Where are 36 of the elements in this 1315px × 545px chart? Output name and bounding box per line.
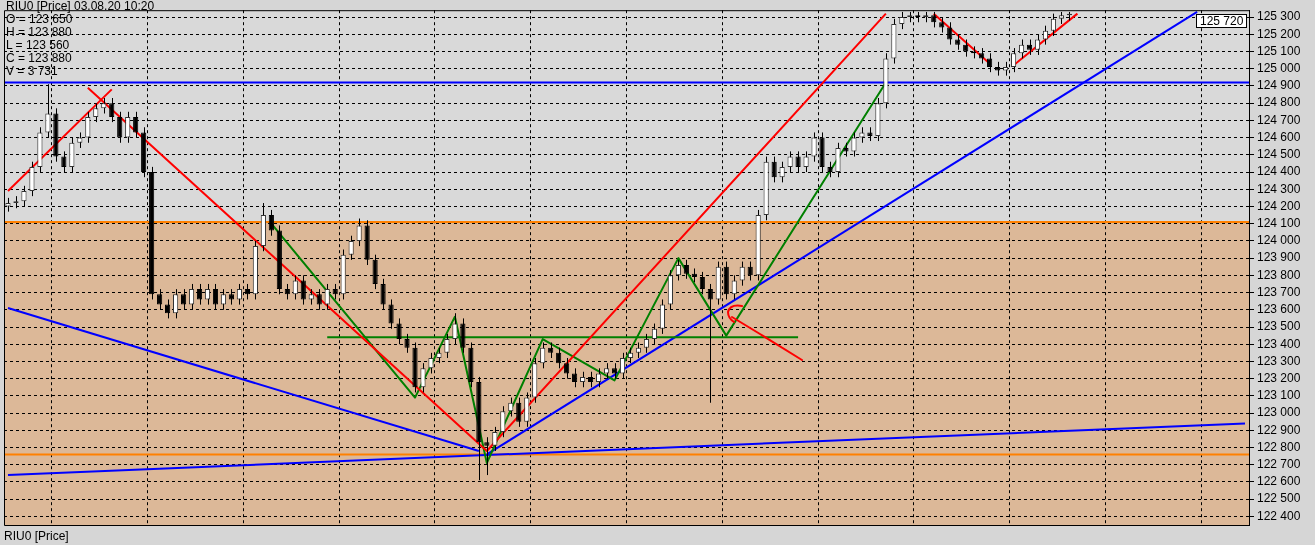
y-tick-label: 124 200 [1257,198,1301,213]
y-tick-label: 124 700 [1257,112,1301,127]
annotation: C = 123 880 [6,51,73,65]
y-tick-label: 122 700 [1257,457,1301,472]
annotation: 125 720 [1196,14,1248,28]
annotation: V = 3 731 [6,64,59,78]
y-tick-label: 122 800 [1257,439,1301,454]
y-tick-label: 122 500 [1257,491,1301,506]
y-tick-label: 123 700 [1257,284,1301,299]
y-tick-label: 123 900 [1257,250,1301,265]
y-tick-label: 123 600 [1257,302,1301,317]
y-tick-label: 122 400 [1257,508,1301,523]
y-tick-label: 124 000 [1257,233,1301,248]
annotation: L = 123 560 [6,38,71,52]
y-tick-label: 124 100 [1257,216,1301,231]
y-tick-label: 123 000 [1257,405,1301,420]
y-tick-label: 123 800 [1257,267,1301,282]
y-tick-label: 123 500 [1257,319,1301,334]
y-tick-label: 122 600 [1257,474,1301,489]
y-tick-label: 125 200 [1257,26,1301,41]
y-tick-label: 124 800 [1257,95,1301,110]
y-tick-label: 123 200 [1257,370,1301,385]
y-tick-label: 125 000 [1257,61,1301,76]
text: RIU0 [Price] [4,529,69,543]
y-tick-label: 123 400 [1257,336,1301,351]
y-tick-label: 124 400 [1257,164,1301,179]
chart-title: RIU0 [Price] 03.08.20 10:20 [6,0,155,13]
y-tick-label: 123 300 [1257,353,1301,368]
y-tick-label: 124 300 [1257,181,1301,196]
y-tick-label: 125 300 [1257,9,1301,24]
y-tick-label: 124 600 [1257,129,1301,144]
y-tick-label: 124 900 [1257,78,1301,93]
y-tick-label: 122 900 [1257,422,1301,437]
y-tick-label: 125 100 [1257,43,1301,58]
y-tick-label: 124 500 [1257,147,1301,162]
y-tick-label: 123 100 [1257,388,1301,403]
